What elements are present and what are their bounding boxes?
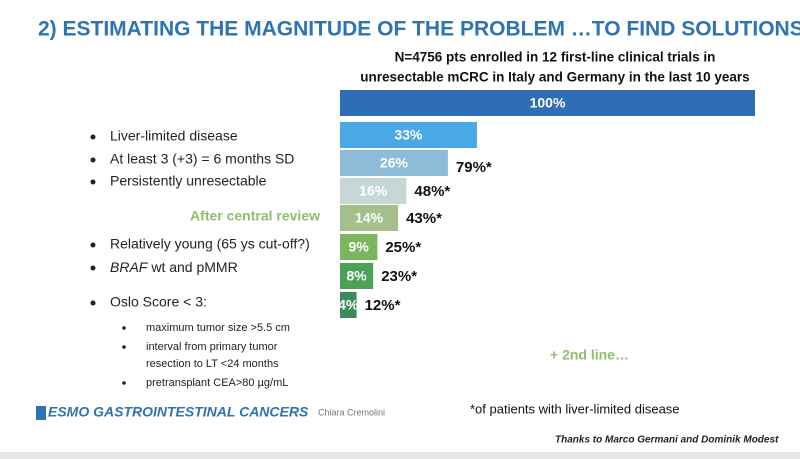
bullet-text: Persistently unresectable (110, 173, 267, 189)
bullet-text: Oslo Score < 3: (110, 294, 207, 310)
bottom-band (0, 452, 800, 459)
bar (340, 263, 374, 289)
thanks: Thanks to Marco Germani and Dominik Mode… (555, 435, 779, 446)
value-label: 33% (394, 127, 423, 143)
sub-bullet-text: interval from primary tumor (146, 341, 278, 353)
sub-bullet-dot (122, 345, 126, 349)
bullet-text: BRAF wt and pMMR (110, 259, 238, 275)
sub-bullet-text: pretransplant CEA>80 µg/mL (146, 377, 288, 389)
bar (340, 205, 399, 231)
bullet-dot (90, 242, 96, 248)
sub-bullet-dot (122, 326, 126, 330)
bullet-dot (90, 300, 96, 306)
congress: ESMO GASTROINTESTINAL CANCERS (48, 404, 309, 420)
bar (340, 178, 407, 204)
footnote: *of patients with liver-limited disease (470, 401, 680, 416)
value-label: 4% (338, 297, 359, 313)
chart: 100% 33% 26% 79%* 16% 48%* 14% 43%* 9% 25%* 8% 23%*… (338, 90, 755, 318)
value-label: 16% (359, 183, 388, 199)
annotation: 79%* (456, 159, 492, 176)
value-label: 8% (346, 268, 367, 284)
annotation: 12%* (365, 297, 401, 314)
bullet-dot (90, 157, 96, 163)
annotation: 48%* (414, 183, 450, 200)
annotation: 23%* (381, 268, 417, 285)
speaker: Chiara Cremolini (318, 407, 385, 417)
bar (340, 150, 448, 176)
bullet-text: At least 3 (+3) = 6 months SD (110, 151, 294, 167)
chart-title: unresectable mCRC in Italy and Germany i… (360, 70, 749, 85)
sub-bullet-text: resection to LT <24 months (146, 358, 279, 370)
sub-bullet-text: maximum tumor size >5.5 cm (146, 322, 290, 334)
bullet-italic: BRAF (110, 259, 149, 275)
bar (340, 292, 357, 318)
value-label: 26% (380, 155, 409, 171)
value-label: 14% (355, 210, 384, 226)
annotation: 25%* (385, 239, 421, 256)
logo-mark (36, 406, 46, 420)
bullet-dot (90, 134, 96, 140)
slide-title: 2) ESTIMATING THE MAGNITUDE OF THE PROBL… (38, 18, 800, 41)
bullet-list: Liver-limited disease At least 3 (+3) = 6… (90, 128, 310, 389)
bullet-dot (90, 265, 96, 271)
bullet-rest: wt and pMMR (150, 259, 237, 275)
bar (340, 122, 477, 148)
bullet-text: Relatively young (65 ys cut-off?) (110, 236, 310, 252)
bullet-text: Liver-limited disease (110, 128, 238, 144)
bar (340, 234, 378, 260)
chart-title: N=4756 pts enrolled in 12 first-line cli… (395, 50, 716, 65)
bar (340, 90, 755, 116)
review-label: After central review (190, 208, 320, 224)
bullet-dot (90, 179, 96, 185)
sub-bullet-dot (122, 381, 126, 385)
annotation: 43%* (406, 210, 442, 227)
next-step: + 2nd line… (550, 347, 629, 363)
value-label: 9% (349, 239, 370, 255)
value-label: 100% (530, 95, 566, 111)
